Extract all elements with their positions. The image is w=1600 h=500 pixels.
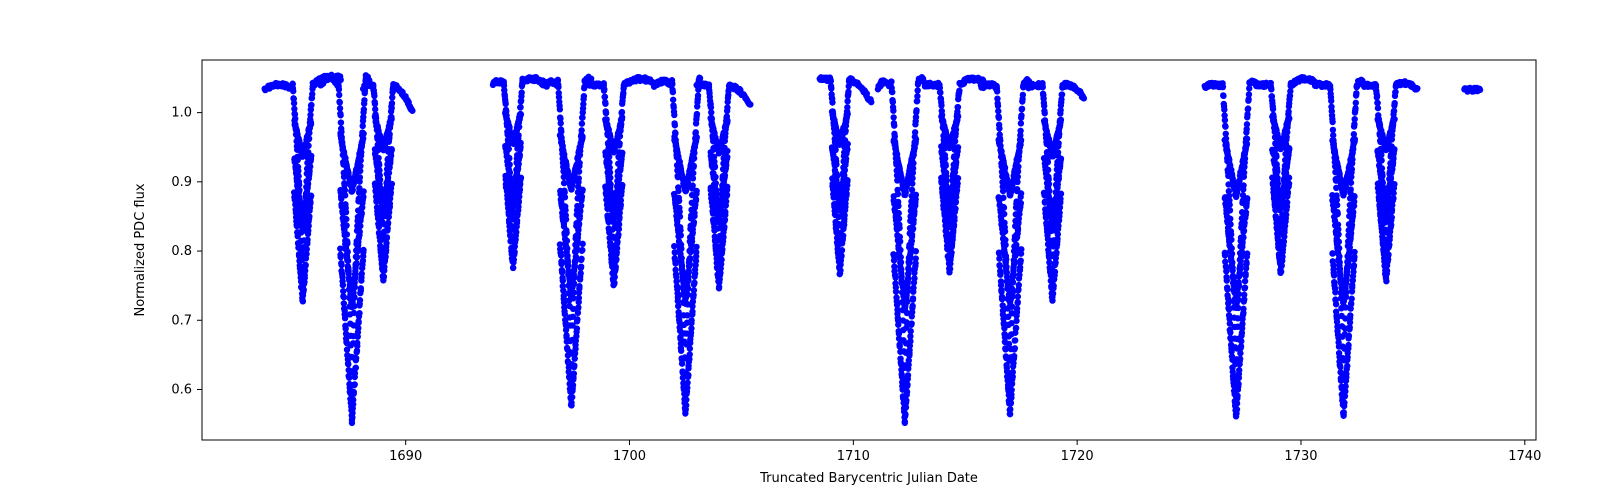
x-axis-label: Truncated Barycentric Julian Date (759, 471, 978, 486)
y-tick-label: 0.9 (171, 175, 192, 190)
chart-svg: 1690 1700 1710 1720 1730 1740 0.6 0.7 0.8 0.9 1.0 T… (0, 0, 1600, 500)
y-tick-label: 0.8 (171, 244, 192, 259)
y-axis-label: Normalized PDC flux (133, 183, 148, 316)
y-tick-label: 0.7 (171, 313, 192, 328)
scatter-series (261, 72, 1483, 426)
y-tick-label: 1.0 (171, 106, 192, 121)
x-tick-label: 1700 (613, 449, 646, 464)
x-tick-label: 1740 (1508, 449, 1541, 464)
x-tick-label: 1690 (389, 449, 422, 464)
lightcurve-chart: 1690 1700 1710 1720 1730 1740 0.6 0.7 0.8 0.9 1.0 T… (0, 0, 1600, 500)
x-tick-label: 1730 (1284, 449, 1317, 464)
x-tick-label: 1710 (837, 449, 870, 464)
x-tick-label: 1720 (1061, 449, 1094, 464)
y-tick-label: 0.6 (171, 382, 192, 397)
